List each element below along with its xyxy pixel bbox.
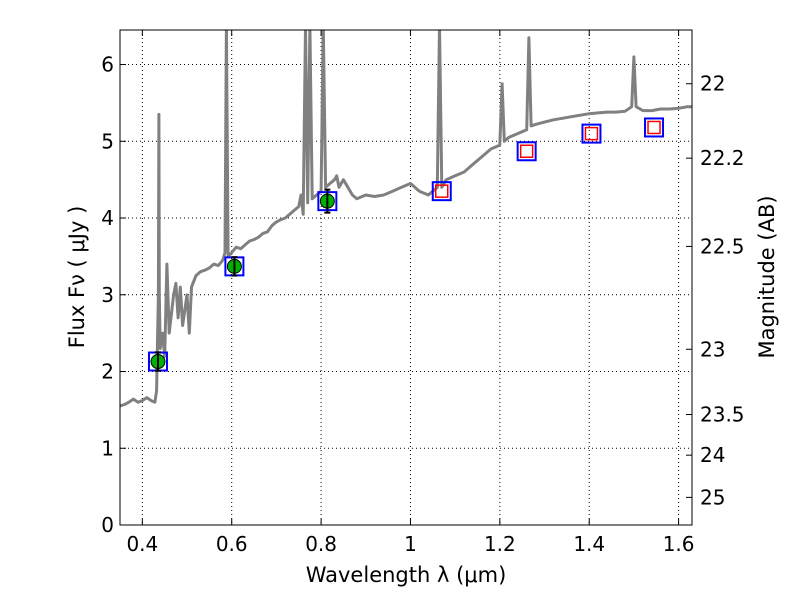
upper-limit-square <box>647 120 661 135</box>
series-layer <box>120 30 692 408</box>
model-photometry-square <box>581 123 602 144</box>
x-axis-title: Wavelength λ (μm) <box>306 563 507 587</box>
y2-tick-label: 22.5 <box>700 234 745 258</box>
model-photometry-square <box>516 141 537 162</box>
y-tick-label: 0 <box>101 513 114 537</box>
y2-tick-label: 24 <box>700 443 725 467</box>
ticks-layer <box>120 30 692 526</box>
x-tick-label: 1.6 <box>663 532 695 556</box>
y2-tick-label: 22.2 <box>700 146 745 170</box>
markers-layer <box>147 117 665 372</box>
y-tick-label: 3 <box>101 283 114 307</box>
plot-frame <box>119 29 693 526</box>
upper-limit-square <box>519 144 534 159</box>
y-tick-label: 5 <box>101 129 114 153</box>
y2-tick-label: 25 <box>700 485 725 509</box>
x-tick-label: 1.2 <box>484 532 516 556</box>
y-axis-title: Flux Fν ( μJy ) <box>65 206 89 349</box>
upper-limit-square <box>584 126 599 141</box>
x-tick-label: 1 <box>404 532 417 556</box>
y2-axis-title: Magnitude (AB) <box>755 195 779 358</box>
spectrum-line <box>120 30 692 408</box>
x-tick-label: 0.4 <box>126 532 158 556</box>
labels-layer: 0.4 0.6 0.8 1 1.2 1.4 1.601234562222.222.52323… <box>101 53 744 556</box>
model-photometry-square <box>431 181 452 202</box>
y-tick-label: 1 <box>101 436 114 460</box>
x-tick-label: 1.4 <box>573 532 605 556</box>
x-tick-label: 0.8 <box>305 532 337 556</box>
x-tick-label: 0.6 <box>216 532 248 556</box>
y2-tick-label: 22 <box>700 72 725 96</box>
y-tick-label: 2 <box>101 360 114 384</box>
model-photometry-square <box>644 117 665 138</box>
upper-limit-square <box>435 184 449 198</box>
y2-tick-label: 23 <box>700 337 725 361</box>
y-tick-label: 6 <box>101 53 114 77</box>
y-tick-label: 4 <box>101 206 114 230</box>
y2-tick-label: 23.5 <box>700 402 745 426</box>
grid <box>120 30 692 526</box>
